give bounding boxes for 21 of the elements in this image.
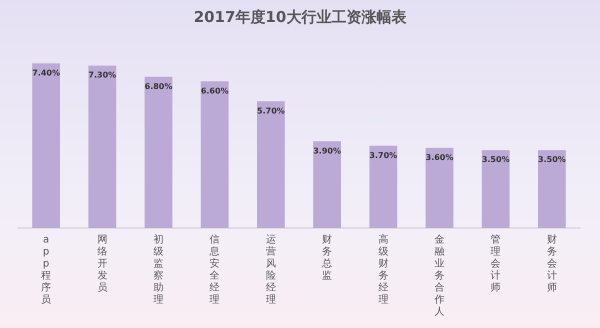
data-label: 7.30% xyxy=(88,70,116,80)
x-tick-label: 信息安全经理 xyxy=(208,234,220,306)
data-label: 6.60% xyxy=(200,86,229,96)
x-tick-label: 网络开发员 xyxy=(97,234,108,294)
data-label: 7.40% xyxy=(32,68,60,78)
data-label: 5.70% xyxy=(257,106,285,116)
x-tick-label: 管理会计师 xyxy=(490,234,501,294)
x-tick-label: 高级财务经理 xyxy=(378,234,388,306)
x-tick-label: app程序员 xyxy=(41,234,52,306)
x-tick-label: 初级监察助理 xyxy=(154,234,164,306)
x-tick-label: 财务总监 xyxy=(321,234,332,282)
x-tick-label: 运营风险经理 xyxy=(266,234,276,306)
data-label: 3.90% xyxy=(313,146,341,156)
data-label: 3.70% xyxy=(369,150,398,160)
x-tick-label: 金融业务合作人 xyxy=(434,234,444,318)
data-label: 3.50% xyxy=(538,155,566,164)
data-label: 3.60% xyxy=(426,153,454,162)
data-label: 3.50% xyxy=(482,155,510,164)
chart-title: 2017年度10大行业工资涨幅表 xyxy=(192,7,408,28)
data-label: 6.80% xyxy=(144,82,172,91)
x-tick-label: 财务会计师 xyxy=(546,234,557,294)
